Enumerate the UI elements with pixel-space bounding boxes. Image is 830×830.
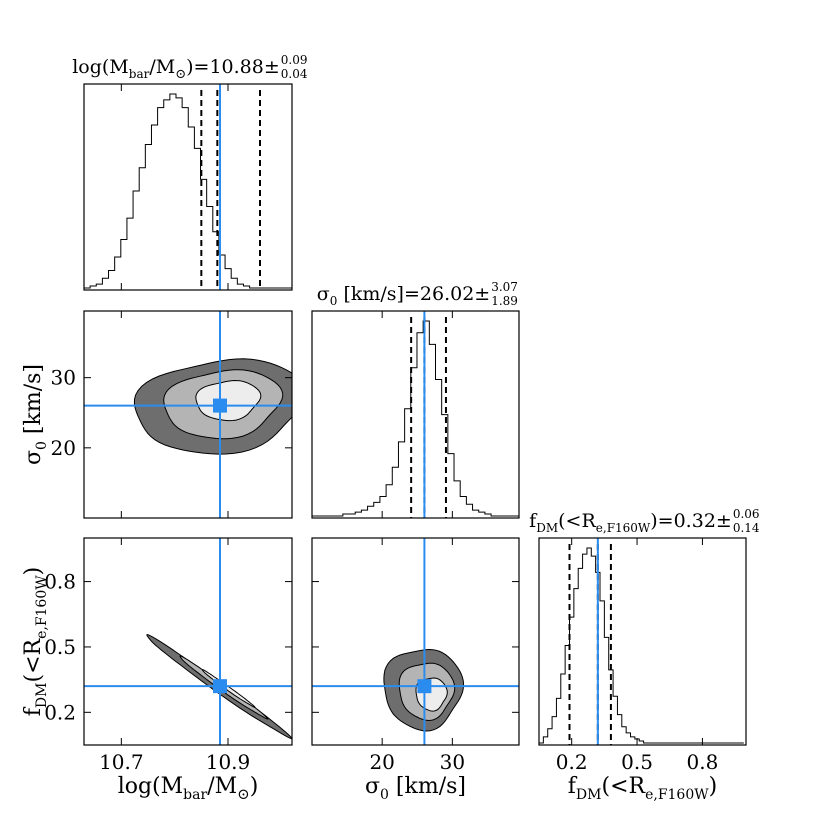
contour-inner-mbar-fdm bbox=[201, 669, 256, 708]
y-axis-label-sigma0: σ0 [km/s] bbox=[21, 364, 50, 465]
title-upper-mbar: 0.09 bbox=[281, 53, 308, 67]
y-tick-label: 20 bbox=[51, 436, 76, 460]
x-tick-label: 0.8 bbox=[687, 750, 719, 774]
y-tick-label: 0.5 bbox=[44, 635, 76, 659]
panel-sigma0-fdm bbox=[311, 537, 520, 746]
panel-hist-mbar bbox=[83, 83, 293, 291]
x-axis-label-fdm: fDM(<Re,F160W) bbox=[568, 774, 717, 803]
x-tick-label: 10.9 bbox=[206, 750, 251, 774]
title-upper-fdm: 0.06 bbox=[733, 507, 760, 521]
contour-inner-mbar-sigma0 bbox=[195, 379, 262, 422]
x-axis-label-mbar: log(Mbar/M⊙) bbox=[118, 774, 259, 803]
panel-hist-sigma0 bbox=[311, 310, 520, 519]
y-axis-label-fdm: fDM(<Re,F160W) bbox=[21, 567, 50, 716]
title-lower-mbar: 0.04 bbox=[281, 67, 308, 81]
title-lower-sigma0: 1.89 bbox=[491, 294, 518, 308]
histogram-fdm bbox=[539, 547, 744, 744]
y-tick-label: 0.8 bbox=[44, 570, 76, 594]
truth-marker-mbar-fdm bbox=[213, 679, 227, 694]
title-sigma0: σ0 [km/s]=26.02± bbox=[317, 283, 490, 308]
title-fdm: fDM(<Re,F160W)=0.32± bbox=[529, 510, 732, 535]
title-mbar: log(Mbar/M⊙)=10.88± bbox=[72, 56, 280, 82]
title-lower-fdm: 0.14 bbox=[733, 521, 760, 535]
panel-mbar-sigma0 bbox=[83, 310, 293, 519]
x-tick-label: 20 bbox=[369, 750, 394, 774]
panel-mbar-fdm bbox=[83, 537, 293, 746]
histogram-mbar bbox=[84, 93, 292, 289]
truth-marker-mbar-sigma0 bbox=[213, 398, 227, 413]
x-tick-label: 30 bbox=[440, 750, 465, 774]
panel-hist-fdm bbox=[538, 537, 747, 746]
x-tick-label: 0.2 bbox=[556, 750, 588, 774]
title-upper-sigma0: 3.07 bbox=[491, 280, 518, 294]
truth-marker-sigma0-fdm bbox=[417, 679, 432, 694]
y-tick-label: 30 bbox=[51, 366, 76, 390]
histogram-sigma0 bbox=[312, 320, 519, 517]
x-axis-label-sigma0: σ0 [km/s] bbox=[365, 774, 466, 803]
x-tick-label: 0.5 bbox=[621, 750, 653, 774]
x-tick-label: 10.7 bbox=[99, 750, 144, 774]
y-tick-label: 0.2 bbox=[44, 700, 76, 724]
